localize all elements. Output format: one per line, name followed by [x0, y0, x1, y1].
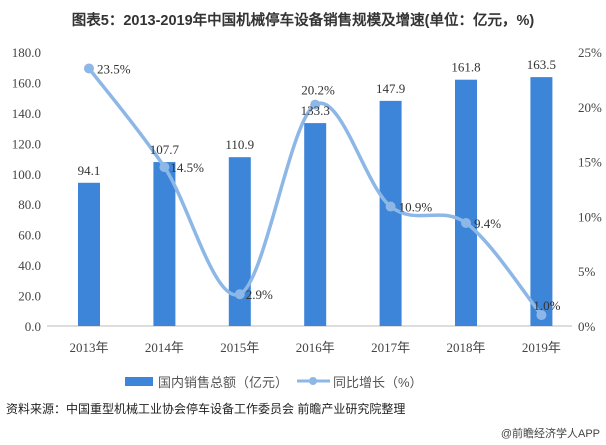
- source-note: 资料来源：中国重型机械工业协会停车设备工作委员会 前瞻产业研究院整理: [6, 401, 405, 416]
- y-right-tick: 15%: [578, 155, 602, 170]
- x-tick: 2014年: [145, 340, 184, 355]
- y-left-tick: 120.0: [12, 136, 41, 151]
- y-right-tick: 20%: [578, 100, 602, 115]
- growth-point: [461, 217, 471, 228]
- growth-point: [84, 63, 94, 74]
- chart-title: 图表5：2013-2019年中国机械停车设备销售规模及增速(单位：亿元，%): [72, 11, 535, 29]
- bar-value-label: 161.8: [451, 60, 480, 75]
- y-right-tick: 10%: [578, 209, 602, 224]
- bar: [379, 100, 402, 326]
- growth-point: [159, 162, 170, 173]
- y-left-tick: 180.0: [12, 45, 41, 60]
- bar: [153, 162, 176, 326]
- x-tick: 2013年: [69, 340, 108, 355]
- bar-value-label: 110.9: [225, 137, 254, 152]
- y-left-tick: 0.0: [25, 319, 41, 334]
- y-left-tick: 160.0: [12, 75, 41, 90]
- growth-value-label: 23.5%: [97, 61, 131, 76]
- growth-value-label: 10.9%: [399, 200, 433, 215]
- x-tick: 2017年: [371, 340, 410, 355]
- bar-value-label: 94.1: [78, 163, 101, 178]
- y-right-tick: 0%: [578, 319, 596, 334]
- growth-point: [536, 310, 547, 321]
- growth-point: [234, 289, 245, 300]
- y-left-tick: 80.0: [18, 197, 41, 212]
- growth-value-label: 20.2%: [301, 83, 335, 98]
- x-tick: 2016年: [296, 340, 335, 355]
- credit: @前瞻经济学人APP: [501, 426, 600, 440]
- bar-value-label: 133.3: [301, 103, 330, 118]
- bar: [455, 79, 477, 327]
- x-tick: 2018年: [446, 340, 485, 355]
- y-left-tick: 20.0: [18, 289, 41, 304]
- bar: [304, 123, 327, 327]
- bar-value-label: 163.5: [527, 57, 556, 72]
- legend-line-marker: [309, 377, 317, 385]
- y-right-tick: 5%: [578, 264, 596, 279]
- bar-value-label: 107.7: [150, 142, 180, 157]
- growth-value-label: 9.4%: [474, 216, 501, 231]
- growth-value-label: 14.5%: [170, 160, 204, 175]
- y-left-tick: 140.0: [12, 106, 41, 121]
- x-tick: 2019年: [522, 340, 561, 355]
- y-left-tick: 100.0: [12, 167, 41, 182]
- legend: 国内销售总额（亿元） 同比增长（%）: [125, 375, 423, 390]
- y-left-tick: 40.0: [18, 258, 41, 273]
- legend-bar-swatch: [125, 377, 153, 386]
- growth-point: [385, 201, 396, 212]
- bar: [78, 182, 100, 326]
- bar: [228, 157, 251, 326]
- bar: [530, 77, 553, 326]
- x-tick: 2015年: [220, 340, 259, 355]
- growth-value-label: 2.9%: [246, 287, 273, 302]
- legend-line-label: 同比增长（%）: [333, 375, 423, 390]
- y-right-tick: 25%: [578, 45, 602, 60]
- y-left-tick: 60.0: [18, 228, 41, 243]
- bar-value-label: 147.9: [376, 81, 405, 96]
- legend-bar-label: 国内销售总额（亿元）: [158, 375, 288, 390]
- growth-value-label: 1.0%: [533, 298, 560, 313]
- growth-point: [310, 99, 321, 110]
